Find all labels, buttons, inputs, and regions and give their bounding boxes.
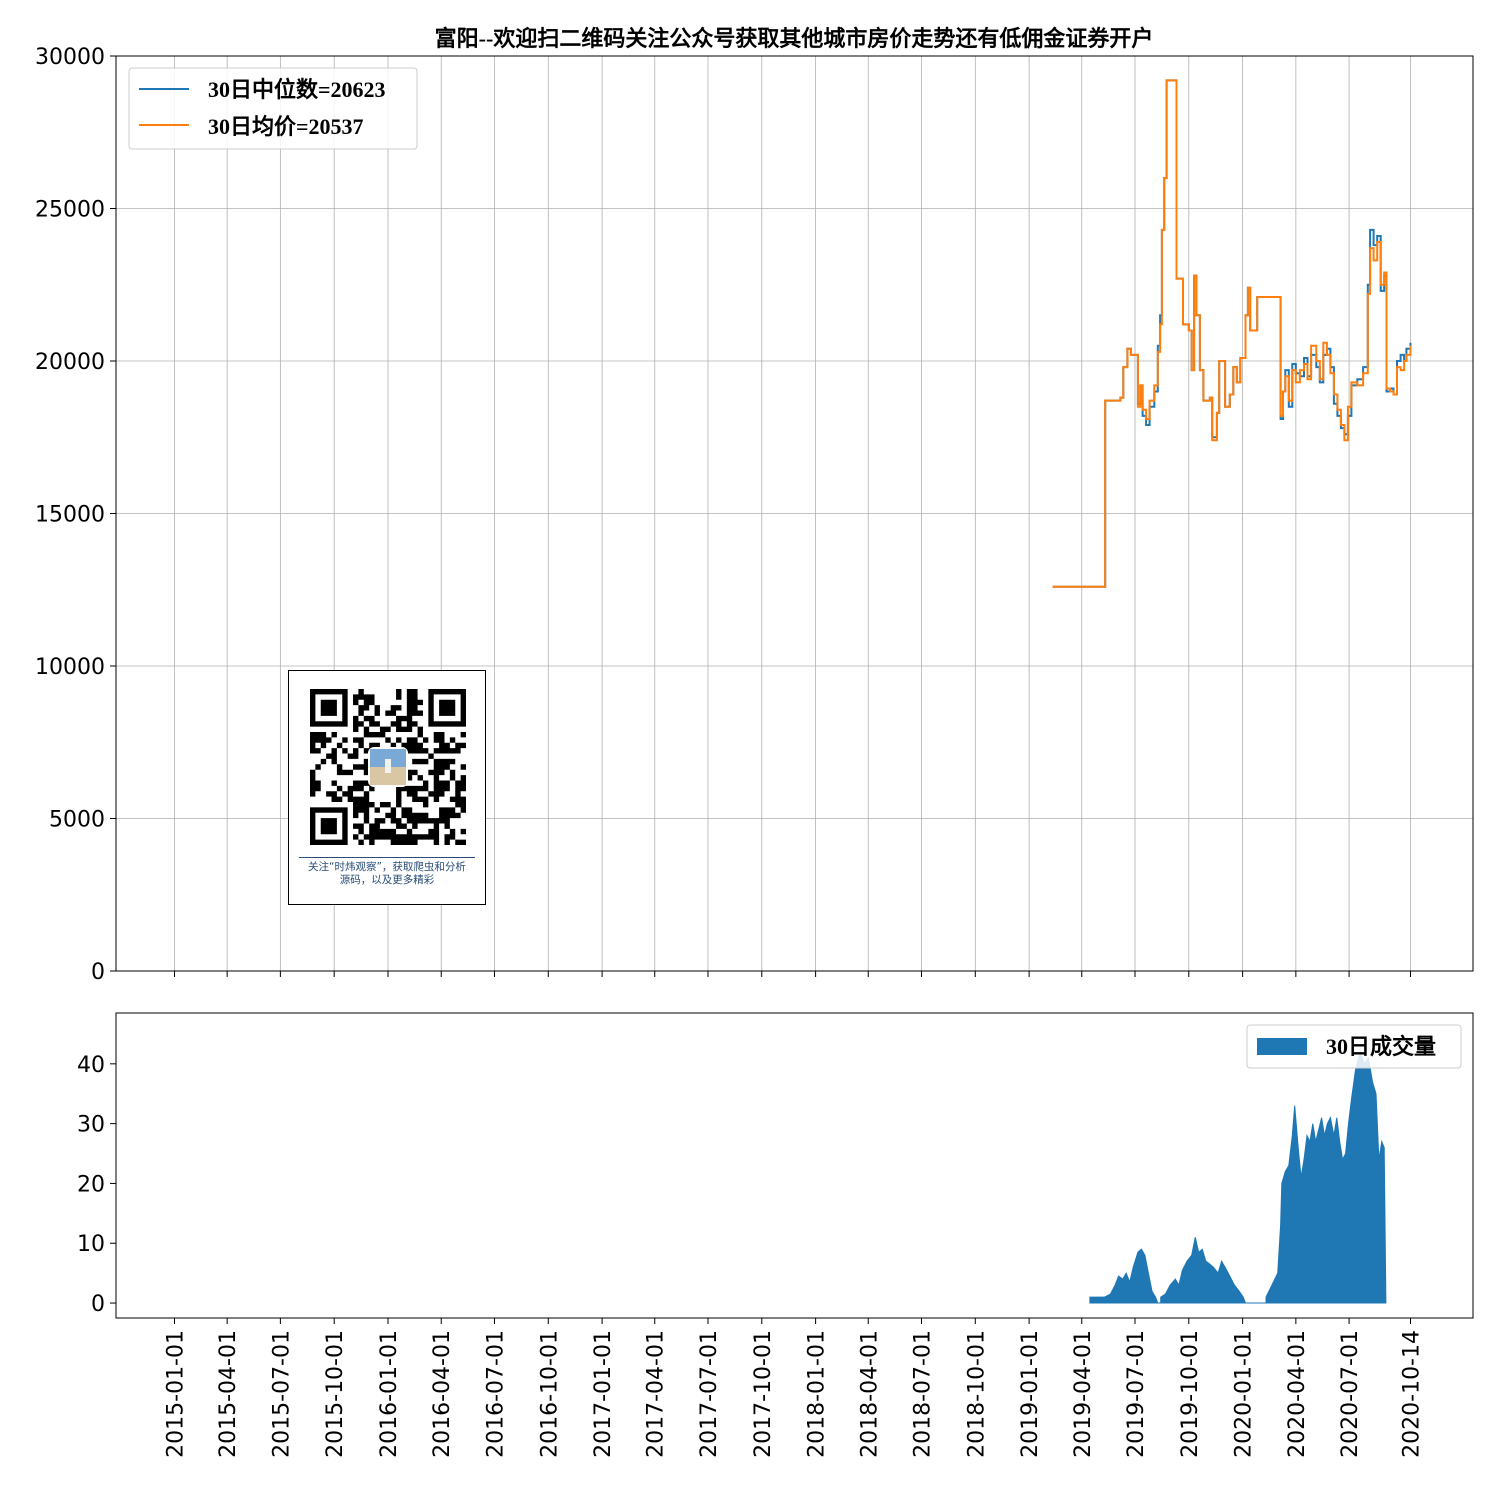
volume-y-tick-label-1: 10 (77, 1232, 105, 1257)
volume-x-tick-label-14: 2018-07-01 (910, 1330, 935, 1458)
price-y-tick-label-5: 25000 (35, 198, 105, 223)
price-y-tick-label-0: 0 (91, 960, 105, 985)
qr-code-icon (310, 689, 466, 845)
chart-title: 富阳--欢迎扫二维码关注公众号获取其他城市房价走势还有低佣金证券开户 (435, 26, 1154, 51)
qr-caption-line-2: 源码，以及更多精彩 (339, 874, 435, 886)
qr-finder-inner-1 (439, 699, 456, 716)
legend-label-median: 30日中位数=20623 (208, 77, 386, 102)
volume-x-tick-label-10: 2017-07-01 (697, 1330, 722, 1458)
volume-y-axis: 0 10 20 30 40 (77, 1053, 116, 1317)
qr-modules (310, 689, 466, 845)
volume-x-tick-label-16: 2019-01-01 (1018, 1330, 1043, 1458)
price-panel: 0 5000 10000 15000 20000 25000 30000 30日中位数=20… (35, 45, 1474, 985)
volume-x-tick-label-8: 2017-01-01 (591, 1330, 616, 1458)
volume-y-tick-label-3: 30 (77, 1113, 105, 1138)
volume-x-tick-label-13: 2018-04-01 (857, 1330, 882, 1458)
qr-avatar-ground (370, 767, 406, 785)
price-legend: 30日中位数=20623 30日均价=20537 (128, 67, 418, 150)
volume-x-tick-label-7: 2016-10-01 (537, 1330, 562, 1458)
volume-area (1089, 1050, 1387, 1304)
qr-divider (299, 857, 475, 858)
volume-x-tick-label-21: 2020-04-01 (1285, 1330, 1310, 1458)
volume-x-tick-label-18: 2019-07-01 (1124, 1330, 1149, 1458)
qr-finder-inner-0 (320, 699, 337, 716)
volume-x-tick-label-3: 2015-10-01 (323, 1330, 348, 1458)
price-y-tick-label-4: 20000 (35, 350, 105, 375)
volume-panel: 0 10 20 30 40 2015-01-01 2015-04-01 2015-07-01… (77, 1012, 1474, 1458)
price-legend-box (128, 67, 418, 150)
legend-label-average: 30日均价=20537 (208, 114, 364, 139)
price-y-tick-label-3: 15000 (35, 503, 105, 528)
price-y-tick-label-1: 5000 (49, 808, 105, 833)
legend-label-volume: 30日成交量 (1326, 1034, 1436, 1059)
qr-caption-line-1: 关注“时炜观察”，获取爬虫和分析 (308, 861, 466, 873)
volume-x-tick-label-17: 2019-04-01 (1071, 1330, 1096, 1458)
price-x-ticks (174, 971, 1411, 977)
volume-legend-box (1246, 1024, 1462, 1069)
price-y-tick-label-6: 30000 (35, 45, 105, 70)
volume-y-tick-label-0: 0 (91, 1292, 105, 1317)
volume-y-tick-label-2: 20 (77, 1172, 105, 1197)
volume-x-tick-label-19: 2019-10-01 (1178, 1330, 1203, 1458)
volume-x-tick-label-5: 2016-04-01 (430, 1330, 455, 1458)
volume-x-tick-label-11: 2017-10-01 (751, 1330, 776, 1458)
volume-x-tick-label-20: 2020-01-01 (1232, 1330, 1257, 1458)
qr-finder-inner-2 (320, 818, 337, 835)
price-y-tick-label-2: 10000 (35, 655, 105, 680)
qr-caption: 关注“时炜观察”，获取爬虫和分析 源码，以及更多精彩 (297, 861, 477, 887)
qr-panel: 关注“时炜观察”，获取爬虫和分析 源码，以及更多精彩 (288, 670, 486, 905)
price-grid (116, 55, 1473, 972)
volume-x-tick-label-4: 2016-01-01 (377, 1330, 402, 1458)
volume-x-tick-label-2: 2015-07-01 (269, 1330, 294, 1458)
price-lines (1052, 79, 1412, 588)
volume-x-axis: 2015-01-01 2015-04-01 2015-07-01 2015-10-01… (164, 1318, 1425, 1458)
volume-legend: 30日成交量 (1246, 1024, 1462, 1069)
volume-x-tick-label-22: 2020-07-01 (1338, 1330, 1363, 1458)
volume-x-tick-label-23: 2020-10-14 (1400, 1330, 1425, 1458)
price-plot-frame (115, 55, 1474, 972)
volume-series-area-0 (1089, 1050, 1387, 1304)
volume-x-tick-label-0: 2015-01-01 (164, 1330, 189, 1458)
volume-x-tick-label-6: 2016-07-01 (483, 1330, 508, 1458)
volume-x-tick-label-1: 2015-04-01 (216, 1330, 241, 1458)
price-series-line-1 (1052, 79, 1412, 588)
volume-x-tick-label-12: 2018-01-01 (805, 1330, 830, 1458)
qr-avatar-sky (370, 749, 406, 767)
volume-x-tick-label-15: 2018-10-01 (964, 1330, 989, 1458)
volume-y-tick-label-4: 40 (77, 1053, 105, 1078)
price-y-axis: 0 5000 10000 15000 20000 25000 30000 (35, 45, 116, 985)
volume-plot-frame (115, 1012, 1474, 1319)
volume-x-tick-label-9: 2017-04-01 (644, 1330, 669, 1458)
legend-swatch-volume (1257, 1038, 1307, 1055)
qr-avatar-figure (385, 759, 391, 773)
